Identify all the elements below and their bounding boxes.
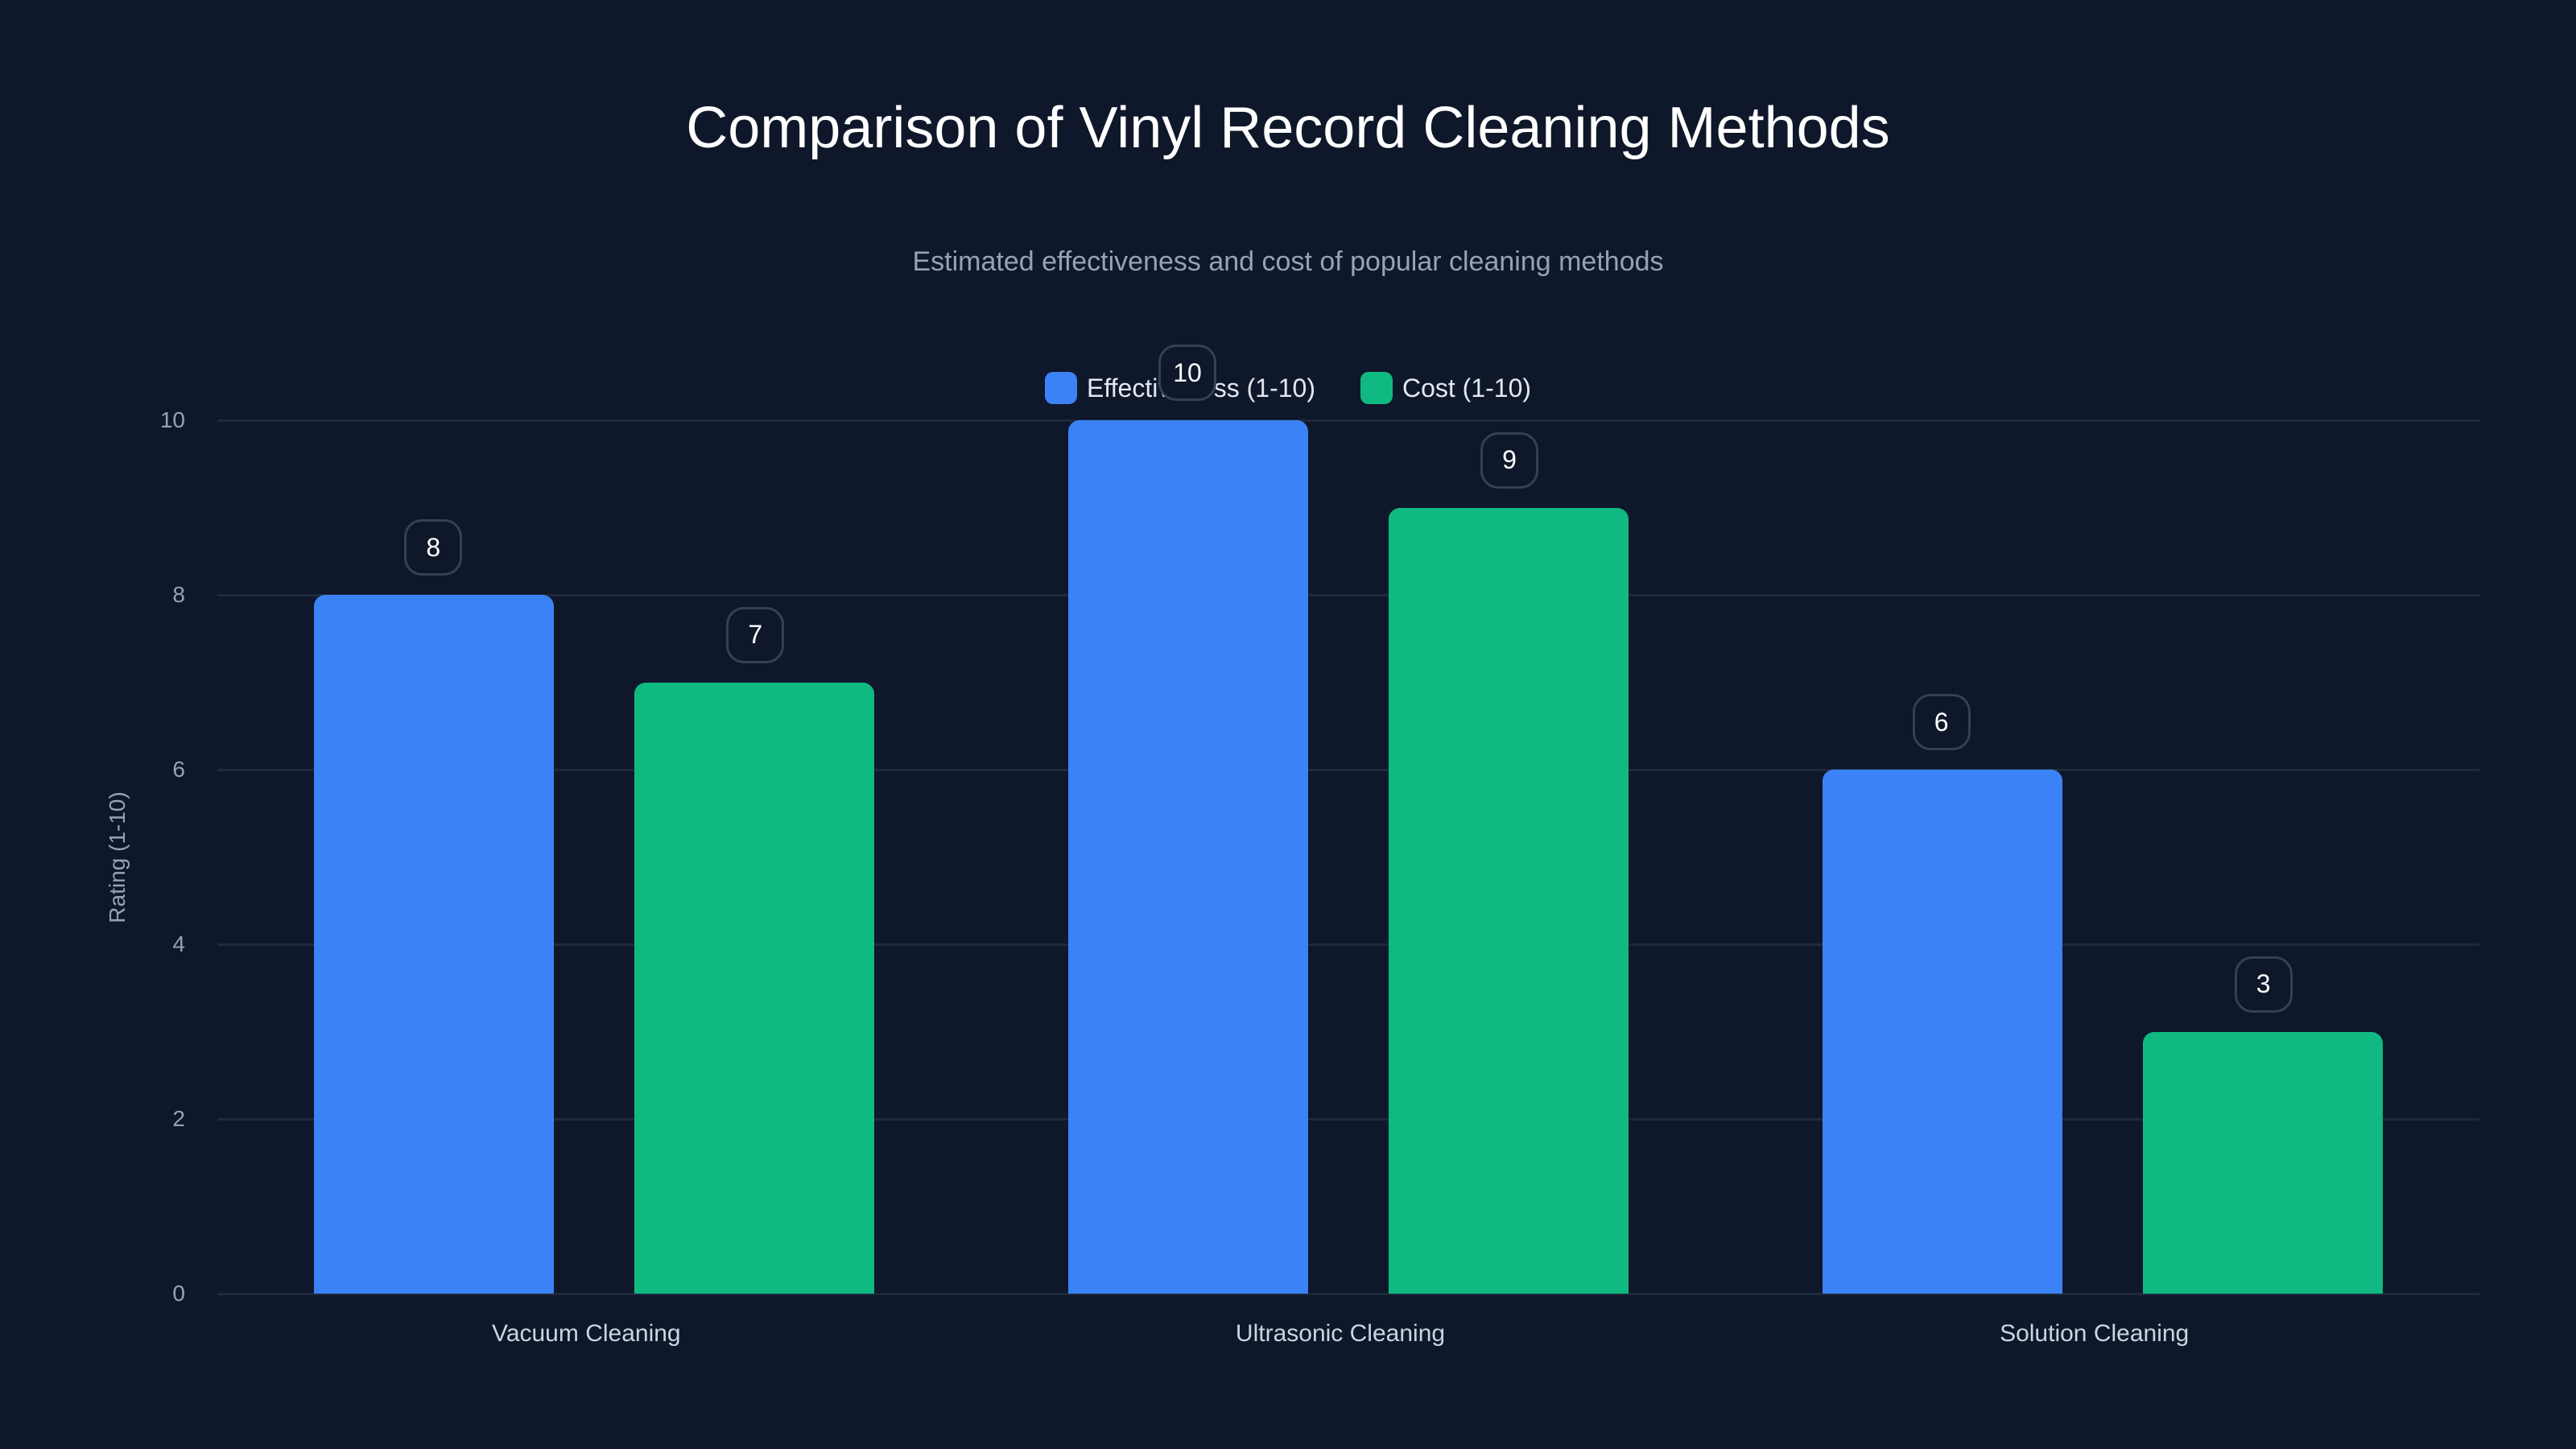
data-label: 9	[1480, 431, 1538, 489]
y-tick-label: 0	[172, 1281, 185, 1306]
gridline	[217, 419, 2479, 422]
bar-cost[interactable]	[634, 682, 875, 1294]
bar-cost[interactable]	[2142, 1031, 2383, 1294]
y-tick-label: 8	[172, 582, 185, 607]
bar-effectiveness[interactable]	[314, 595, 555, 1294]
y-tick-label: 2	[172, 1106, 185, 1131]
gridline	[217, 943, 2479, 946]
chart-subtitle: Estimated effectiveness and cost of popu…	[912, 246, 1664, 277]
bar-cost[interactable]	[1389, 507, 1629, 1294]
data-label: 10	[1158, 345, 1216, 401]
y-tick-label: 4	[172, 931, 185, 956]
gridline	[217, 594, 2479, 597]
legend-swatch-cost	[1360, 372, 1393, 404]
data-label: 8	[404, 519, 463, 576]
gridline	[217, 1118, 2479, 1121]
x-tick-label: Ultrasonic Cleaning	[1235, 1320, 1446, 1347]
gridline	[217, 769, 2479, 771]
x-tick-label: Solution Cleaning	[2000, 1320, 2190, 1347]
data-label: 7	[726, 606, 785, 663]
legend-label-cost: Cost (1-10)	[1402, 373, 1532, 402]
y-tick-label: 6	[172, 757, 185, 782]
chart-title: Comparison of Vinyl Record Cleaning Meth…	[686, 96, 1890, 160]
y-tick-label: 10	[159, 407, 185, 432]
bar-effectiveness[interactable]	[1822, 770, 2062, 1294]
gridline	[217, 1293, 2479, 1295]
legend: Effectiveness (1-10) Cost (1-10)	[0, 372, 2576, 404]
data-label: 3	[2234, 956, 2293, 1013]
plot-area: 0 2 4 6 8 10 8 7 10 9 6 3	[160, 345, 2479, 1306]
data-label: 6	[1912, 694, 1971, 750]
bar-effectiveness[interactable]	[1068, 420, 1308, 1294]
legend-swatch-effectiveness	[1044, 372, 1077, 404]
x-tick-label: Vacuum Cleaning	[492, 1320, 681, 1347]
legend-item-cost[interactable]: Cost (1-10)	[1360, 372, 1531, 404]
y-axis-label: Rating (1-10)	[105, 791, 130, 923]
